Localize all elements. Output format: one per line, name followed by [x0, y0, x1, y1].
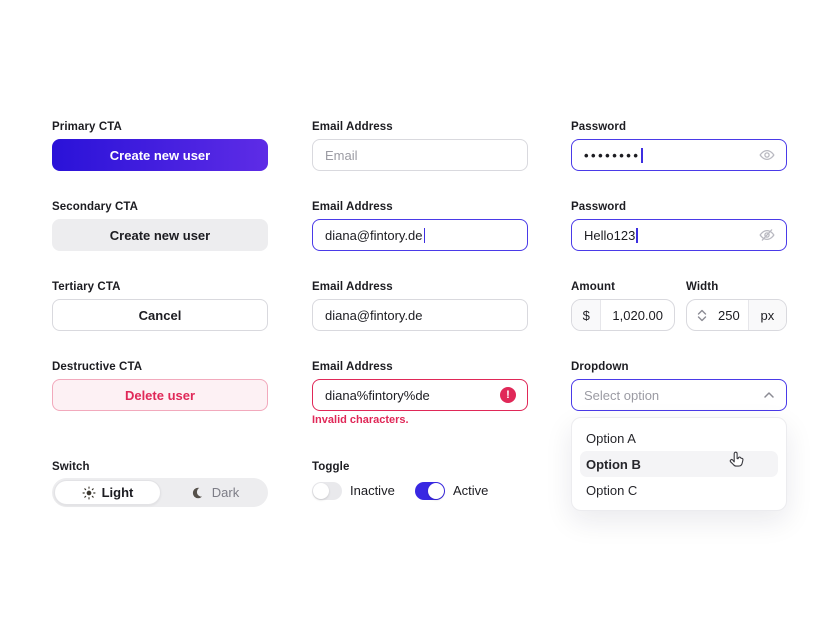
dropdown-option-b[interactable]: Option B: [580, 451, 778, 477]
sun-icon: [82, 485, 96, 500]
amount-value[interactable]: 1,020.00: [612, 307, 663, 323]
text-caret: [636, 227, 638, 243]
amount-input-group[interactable]: $ 1,020.00: [571, 299, 675, 331]
primary-cta-title: Primary CTA: [52, 121, 122, 133]
email-input-focused[interactable]: diana@fintory.de: [312, 219, 528, 251]
switch-option-dark[interactable]: Dark: [163, 478, 268, 507]
email-input-filled[interactable]: diana@fintory.de: [312, 299, 528, 331]
chevron-up-icon: [697, 309, 707, 315]
width-label: Width: [686, 281, 719, 293]
theme-switch[interactable]: Light Dark: [52, 478, 268, 507]
error-message: Invalid characters.: [312, 414, 409, 426]
chevron-down-icon: [697, 315, 707, 321]
email-placeholder: Email: [325, 147, 358, 163]
toggle-knob: [428, 483, 444, 499]
switch-dark-label: Dark: [211, 485, 240, 500]
dropdown-option-a[interactable]: Option A: [586, 430, 636, 446]
dropdown-title: Dropdown: [571, 361, 629, 373]
dropdown-placeholder: Select option: [584, 387, 660, 403]
cancel-button[interactable]: Cancel: [52, 299, 268, 331]
email-label-3: Email Address: [312, 281, 393, 293]
toggle-inactive-label: Inactive: [350, 483, 395, 498]
chevron-up-icon: [763, 391, 775, 399]
delete-user-button[interactable]: Delete user: [52, 379, 268, 411]
destructive-button-label: Delete user: [124, 387, 196, 403]
eye-icon[interactable]: [759, 147, 775, 163]
password-input-masked[interactable]: ••••••••: [571, 139, 787, 171]
destructive-cta-title: Destructive CTA: [52, 361, 143, 373]
secondary-cta-title: Secondary CTA: [52, 201, 139, 213]
dropdown-menu: Option A Option B Option C: [571, 417, 787, 511]
hand-cursor-icon: [727, 451, 747, 476]
moon-icon: [192, 486, 206, 500]
tertiary-cta-title: Tertiary CTA: [52, 281, 121, 293]
error-icon: !: [500, 387, 516, 403]
email-input-empty[interactable]: Email: [312, 139, 528, 171]
amount-label: Amount: [571, 281, 616, 293]
toggle-title: Toggle: [312, 461, 350, 473]
primary-button-label: Create new user: [109, 147, 211, 163]
email-value-focused: diana@fintory.de: [325, 227, 423, 243]
switch-title: Switch: [52, 461, 90, 473]
toggle-active-label: Active: [453, 483, 489, 498]
email-label-4: Email Address: [312, 361, 393, 373]
email-label-1: Email Address: [312, 121, 393, 133]
password-visible-value: Hello123: [584, 227, 636, 243]
email-value-error: diana%fintory%de: [325, 387, 430, 403]
tertiary-button-label: Cancel: [138, 307, 182, 323]
password-masked-value: ••••••••: [584, 147, 641, 163]
toggle-knob: [313, 483, 329, 499]
width-value[interactable]: 250: [718, 307, 740, 323]
switch-light-label: Light: [101, 485, 134, 500]
password-input-visible[interactable]: Hello123: [571, 219, 787, 251]
secondary-button-label: Create new user: [109, 227, 211, 243]
width-input-group[interactable]: 250 px: [686, 299, 787, 331]
dropdown-option-c[interactable]: Option C: [586, 482, 638, 498]
email-value-filled: diana@fintory.de: [325, 307, 423, 323]
email-input-error[interactable]: diana%fintory%de !: [312, 379, 528, 411]
password-label-2: Password: [571, 201, 627, 213]
dropdown-trigger[interactable]: Select option: [571, 379, 787, 411]
toggle-inactive[interactable]: [312, 482, 342, 500]
currency-prefix: $: [572, 300, 602, 330]
create-user-primary-button[interactable]: Create new user: [52, 139, 268, 171]
text-caret: [641, 147, 643, 163]
create-user-secondary-button[interactable]: Create new user: [52, 219, 268, 251]
text-caret: [423, 227, 426, 243]
email-label-2: Email Address: [312, 201, 393, 213]
switch-option-light[interactable]: Light: [54, 480, 161, 505]
toggle-active[interactable]: [415, 482, 445, 500]
password-label-1: Password: [571, 121, 627, 133]
eye-off-icon[interactable]: [759, 227, 775, 243]
unit-suffix: px: [747, 300, 786, 330]
stepper-control[interactable]: [687, 300, 707, 330]
